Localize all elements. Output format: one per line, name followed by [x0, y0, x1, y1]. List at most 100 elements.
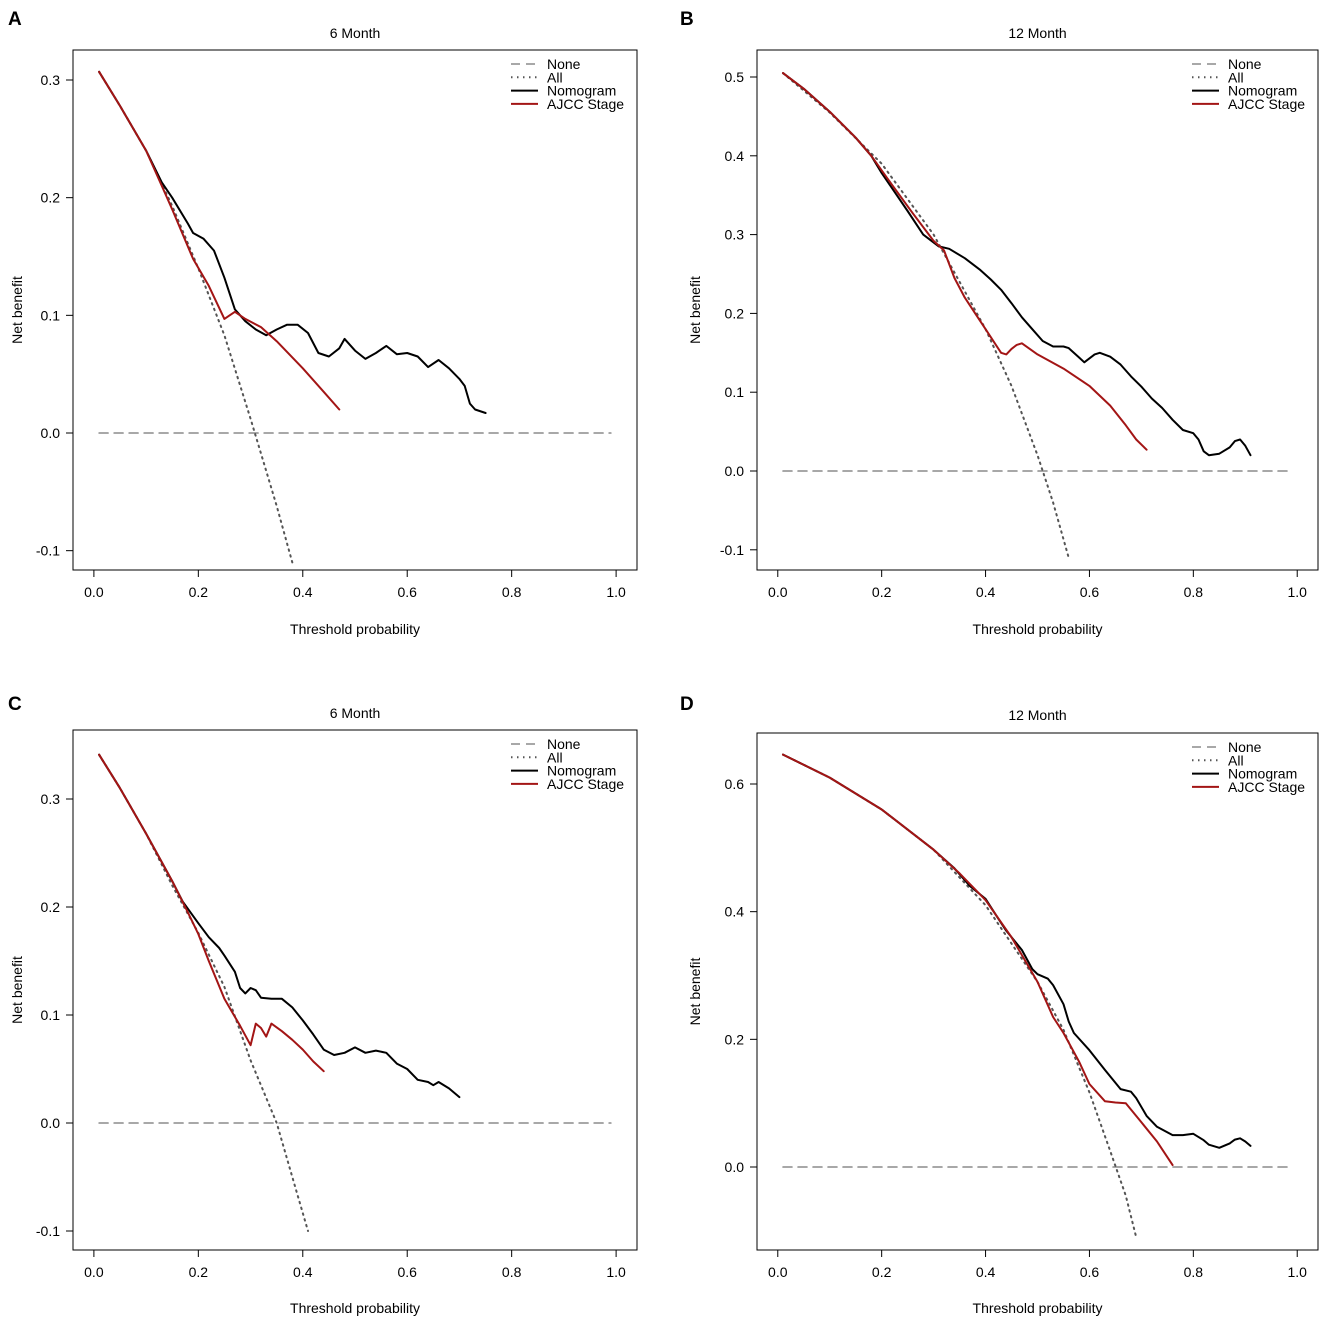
series-line-ajcc-stage: [782, 72, 1148, 451]
x-tick-label: 0.8: [502, 1264, 522, 1280]
y-tick-label: 0.2: [725, 305, 745, 321]
panel-a: A 6 Month 0.0 0.2 0.4 0.6 0.8 1.0 -0.1 0.0 0.1 0.2 0…: [8, 9, 638, 637]
legend-label: AJCC Stage: [1228, 96, 1305, 112]
series-line-all: [782, 72, 1070, 559]
legend-label: Nomogram: [547, 83, 616, 99]
y-tick-label: 0.0: [41, 425, 61, 441]
x-axis-label-b: Threshold probability: [973, 621, 1103, 637]
x-tick-label: 0.0: [768, 584, 788, 600]
series-line-nomogram: [98, 70, 487, 414]
legend-label: None: [1228, 56, 1262, 72]
x-tick-label: 0.0: [84, 584, 104, 600]
y-tick-label: 0.0: [41, 1115, 61, 1131]
y-tick-label: 0.3: [41, 791, 61, 807]
y-tick-label: 0.1: [41, 307, 61, 323]
legend-label: AJCC Stage: [547, 776, 624, 792]
series-line-ajcc-stage: [98, 70, 341, 411]
x-tick-label: 0.4: [976, 1264, 996, 1280]
x-tick-label: 0.8: [1184, 1264, 1204, 1280]
y-tick-label: 0.3: [41, 72, 61, 88]
legend-label: AJCC Stage: [547, 96, 624, 112]
x-tick-label: 0.4: [293, 1264, 313, 1280]
series-line-nomogram: [98, 753, 461, 1099]
panel-c: C 6 Month 0.0 0.2 0.4 0.6 0.8 1.0 -0.1 0.0 0.1 0.2 0…: [8, 694, 638, 1316]
chart-title-a: 6 Month: [330, 25, 381, 41]
legend-label: None: [547, 736, 581, 752]
x-tick-label: 0.8: [502, 584, 522, 600]
y-tick-label: -0.1: [36, 543, 60, 559]
panel-letter-a: A: [8, 9, 22, 30]
panel-letter-d: D: [680, 694, 694, 715]
y-tick-label: 0.2: [41, 190, 61, 206]
x-tick-label: 0.8: [1184, 584, 1204, 600]
y-tick-label: 0.5: [725, 69, 745, 85]
plot-frame-b: [756, 49, 1319, 571]
x-tick-label: 0.2: [189, 584, 209, 600]
legend-label: Nomogram: [1228, 83, 1297, 99]
x-tick-label: 1.0: [606, 584, 626, 600]
x-tick-label: 0.4: [976, 584, 996, 600]
legend-label: All: [1228, 69, 1244, 85]
plot-frame-a: [72, 49, 638, 571]
legend-label: All: [1228, 752, 1244, 768]
legend-label: All: [547, 749, 563, 765]
y-tick-label: 0.0: [725, 1159, 745, 1175]
x-tick-label: 1.0: [1287, 1264, 1307, 1280]
x-tick-label: 0.2: [872, 584, 892, 600]
x-tick-label: 0.6: [1080, 584, 1100, 600]
x-axis-label-d: Threshold probability: [973, 1300, 1103, 1316]
series-line-ajcc-stage: [98, 753, 325, 1073]
y-tick-label: 0.4: [725, 148, 745, 164]
y-tick-label: 0.4: [725, 904, 745, 920]
series-line-nomogram: [782, 753, 1252, 1149]
plot-frame-c: [72, 729, 638, 1251]
x-tick-label: 1.0: [1287, 584, 1307, 600]
x-tick-label: 1.0: [606, 1264, 626, 1280]
y-tick-label: 0.0: [725, 463, 745, 479]
legend-label: All: [547, 69, 563, 85]
chart-title-b: 12 Month: [1008, 25, 1066, 41]
y-tick-label: 0.1: [41, 1007, 61, 1023]
y-tick-label: 0.6: [725, 776, 745, 792]
y-tick-label: -0.1: [36, 1223, 60, 1239]
panel-letter-b: B: [680, 9, 694, 30]
y-tick-label: 0.2: [41, 899, 61, 915]
x-tick-label: 0.2: [872, 1264, 892, 1280]
panel-b: B 12 Month 0.0 0.2 0.4 0.6 0.8 1.0 -0.1 0.0 0.1 0.2…: [680, 9, 1319, 637]
series-line-all: [782, 753, 1138, 1239]
y-tick-label: 0.1: [725, 384, 745, 400]
panel-d: D 12 Month 0.0 0.2 0.4 0.6 0.8 1.0 0.0 0.2 0.4 0.6 T…: [680, 694, 1319, 1316]
legend-label: AJCC Stage: [1228, 779, 1305, 795]
y-axis-label-b: Net benefit: [687, 276, 703, 344]
x-tick-label: 0.4: [293, 584, 313, 600]
chart-title-c: 6 Month: [330, 705, 381, 721]
y-tick-label: 0.2: [725, 1031, 745, 1047]
y-axis-label-c: Net benefit: [9, 956, 25, 1024]
x-tick-label: 0.0: [768, 1264, 788, 1280]
x-tick-label: 0.6: [1080, 1264, 1100, 1280]
legend-label: None: [547, 56, 581, 72]
x-tick-label: 0.6: [397, 1264, 417, 1280]
legend-label: Nomogram: [1228, 766, 1297, 782]
y-axis-label-d: Net benefit: [687, 958, 703, 1026]
x-tick-label: 0.6: [397, 584, 417, 600]
legend-label: Nomogram: [547, 763, 616, 779]
series-line-nomogram: [782, 72, 1252, 457]
chart-title-d: 12 Month: [1008, 707, 1066, 723]
y-tick-label: 0.3: [725, 227, 745, 243]
x-axis-label-a: Threshold probability: [290, 621, 420, 637]
x-tick-label: 0.0: [84, 1264, 104, 1280]
series-line-all: [98, 70, 294, 564]
y-axis-label-a: Net benefit: [9, 276, 25, 344]
panel-letter-c: C: [8, 694, 22, 715]
x-tick-label: 0.2: [189, 1264, 209, 1280]
plot-frame-d: [756, 732, 1319, 1251]
series-line-ajcc-stage: [782, 753, 1174, 1167]
series-line-all: [98, 753, 309, 1232]
legend-label: None: [1228, 739, 1262, 755]
